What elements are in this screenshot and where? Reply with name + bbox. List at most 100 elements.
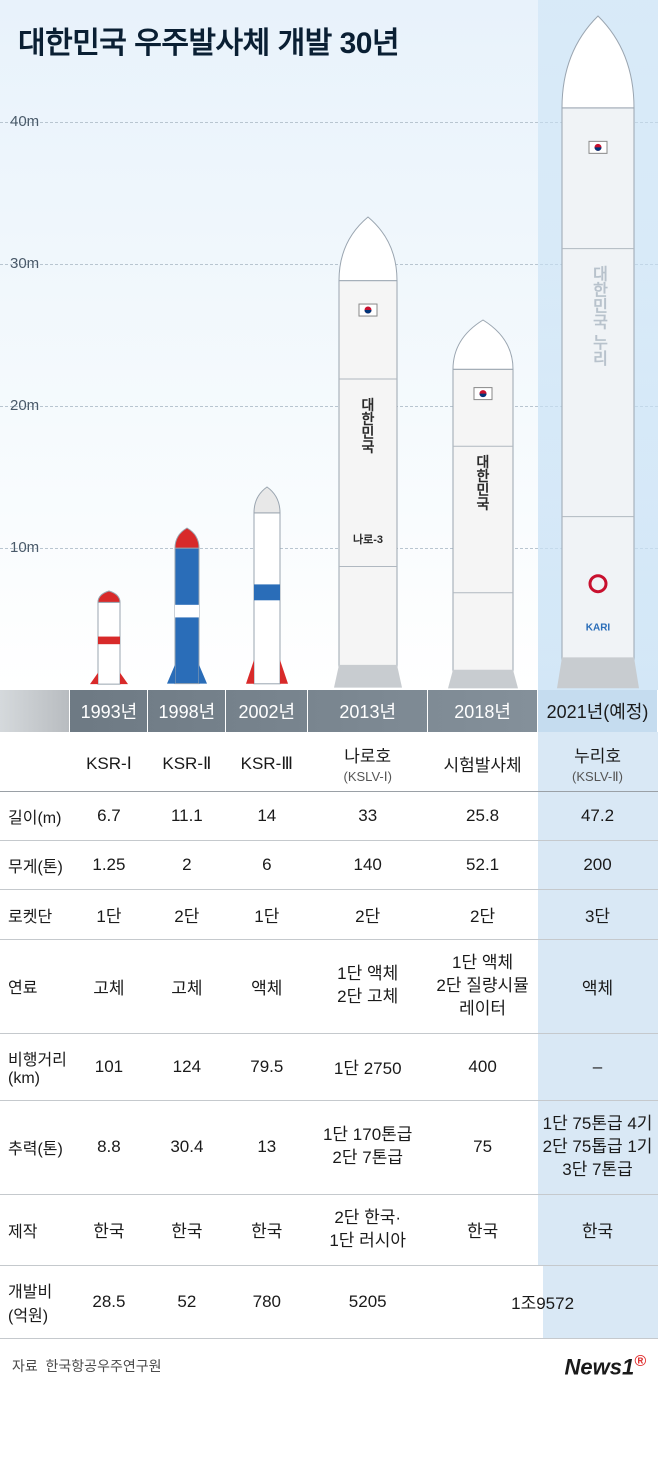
name-row: KSR-ⅠKSR-ⅡKSR-Ⅲ나로호(KSLV-Ⅰ)시험발사체누리호(KSLV-… (0, 732, 658, 792)
y-axis-label: 10m (10, 539, 39, 556)
table-cell: 200 (538, 841, 658, 890)
chart-area: 대한민국 우주발사체 개발 30년 10m20m30m40m 대한민국나로-3대… (0, 0, 658, 690)
table-cell: 1단 액체2단 고체 (308, 940, 428, 1034)
table-cell: 3단 (538, 890, 658, 940)
spec-row-stages: 로켓단1단2단1단2단2단3단 (0, 890, 658, 940)
rockets-row: 대한민국나로-3 대한민국 대한민국 누리 KARI (70, 0, 658, 690)
rocket-svg-2 (245, 485, 289, 690)
table-cell: 고체 (148, 940, 226, 1034)
spec-row-fuel: 연료고체고체액체1단 액체2단 고체1단 액체2단 질량시뮬레이터액체 (0, 940, 658, 1034)
table-cell: 6 (226, 841, 308, 890)
y-axis-label: 30m (10, 255, 39, 272)
rocket-1 (148, 526, 226, 690)
spec-row-length: 길이(m)6.711.1143325.847.2 (0, 792, 658, 841)
table-cell: 47.2 (538, 792, 658, 841)
table-cell: 한국 (70, 1194, 148, 1265)
rocket-name-cell: KSR-Ⅱ (148, 732, 226, 792)
table-cell: 6.7 (70, 792, 148, 841)
rocket-svg-4: 대한민국 (444, 318, 522, 690)
rocket-svg-0 (89, 589, 129, 690)
table-cell: 연료 (0, 940, 70, 1034)
table-cell: 52.1 (428, 841, 538, 890)
svg-text:대한민국: 대한민국 (475, 455, 491, 512)
table-cell: 8.8 (70, 1100, 148, 1194)
rocket-svg-3: 대한민국나로-3 (330, 215, 406, 690)
spec-row-range: 비행거리(km)10112479.51단 2750400– (0, 1033, 658, 1100)
year-row: 1993년1998년2002년2013년2018년2021년(예정) (0, 690, 658, 732)
table-cell: 101 (70, 1033, 148, 1100)
publisher-logo: News1® (564, 1353, 646, 1380)
table-cell: – (538, 1033, 658, 1100)
table-cell: 2002년 (226, 690, 308, 732)
table-cell: 2013년 (308, 690, 428, 732)
rocket-0 (70, 589, 148, 690)
table-cell: 액체 (226, 940, 308, 1034)
table-cell: 한국 (148, 1194, 226, 1265)
y-axis-label: 20m (10, 397, 39, 414)
table-cell: 무게(톤) (0, 841, 70, 890)
table-cell: 추력(톤) (0, 1100, 70, 1194)
table-cell: 한국 (538, 1194, 658, 1265)
table-cell: 2018년 (428, 690, 538, 732)
table-cell: 2 (148, 841, 226, 890)
table-cell: 1단 (226, 890, 308, 940)
table-cell: 1단 (70, 890, 148, 940)
table-cell: 2단 (148, 890, 226, 940)
table-cell: 140 (308, 841, 428, 890)
table-cell: 개발비(억원) (0, 1265, 70, 1338)
rocket-name-cell: 누리호(KSLV-Ⅱ) (538, 732, 658, 792)
rocket-2 (226, 485, 308, 690)
table-cell: 비행거리(km) (0, 1033, 70, 1100)
table-cell: 400 (428, 1033, 538, 1100)
table-cell: 고체 (70, 940, 148, 1034)
table-cell: 길이(m) (0, 792, 70, 841)
rocket-name-cell: KSR-Ⅲ (226, 732, 308, 792)
footer: 자료 한국항공우주연구원 News1® (0, 1339, 658, 1398)
table-cell (0, 732, 70, 792)
table-cell: 한국 (428, 1194, 538, 1265)
spec-row-thrust: 추력(톤)8.830.4131단 170톤급2단 7톤급751단 75톤급 4기… (0, 1100, 658, 1194)
source-text: 자료 한국항공우주연구원 (12, 1356, 161, 1376)
table-cell: 1.25 (70, 841, 148, 890)
table-cell: 14 (226, 792, 308, 841)
table-cell: 1단 2750 (308, 1033, 428, 1100)
spec-row-maker: 제작한국한국한국2단 한국·1단 러시아한국한국 (0, 1194, 658, 1265)
spec-table: 1993년1998년2002년2013년2018년2021년(예정)KSR-ⅠK… (0, 690, 658, 1339)
spec-row-weight: 무게(톤)1.252614052.1200 (0, 841, 658, 890)
table-cell: 1조9572 (428, 1265, 658, 1338)
spec-row-cost: 개발비(억원)28.55278052051조9572 (0, 1265, 658, 1338)
svg-text:대한민국 누리: 대한민국 누리 (590, 265, 608, 367)
rocket-4: 대한민국 (428, 318, 538, 690)
table-cell: 한국 (226, 1194, 308, 1265)
table-cell: 1단 170톤급2단 7톤급 (308, 1100, 428, 1194)
table-cell: 액체 (538, 940, 658, 1034)
table-cell: 11.1 (148, 792, 226, 841)
rocket-name-cell: 시험발사체 (428, 732, 538, 792)
rocket-name-cell: 나로호(KSLV-Ⅰ) (308, 732, 428, 792)
rocket-3: 대한민국나로-3 (308, 215, 428, 690)
table-cell (0, 690, 70, 732)
table-cell: 2단 (428, 890, 538, 940)
table-cell: 로켓단 (0, 890, 70, 940)
rocket-svg-1 (166, 526, 208, 690)
table-cell: 124 (148, 1033, 226, 1100)
source-value: 한국항공우주연구원 (46, 1358, 162, 1374)
table-cell: 1993년 (70, 690, 148, 732)
table-cell: 2단 (308, 890, 428, 940)
table-cell: 2021년(예정) (538, 690, 658, 732)
table-cell: 13 (226, 1100, 308, 1194)
rocket-5: 대한민국 누리 KARI (538, 14, 658, 690)
y-axis-label: 40m (10, 113, 39, 130)
table-cell: 1단 액체2단 질량시뮬레이터 (428, 940, 538, 1034)
table-cell: 2단 한국·1단 러시아 (308, 1194, 428, 1265)
table-cell: 1998년 (148, 690, 226, 732)
svg-text:KARI: KARI (586, 622, 611, 633)
rocket-name-cell: KSR-Ⅰ (70, 732, 148, 792)
table-cell: 1단 75톤급 4기2단 75톱급 1기3단 7톤급 (538, 1100, 658, 1194)
table-cell: 5205 (308, 1265, 428, 1338)
table-cell: 780 (226, 1265, 308, 1338)
svg-text:나로-3: 나로-3 (353, 532, 383, 546)
rocket-svg-5: 대한민국 누리 KARI (553, 14, 643, 690)
table-cell: 제작 (0, 1194, 70, 1265)
table-cell: 75 (428, 1100, 538, 1194)
